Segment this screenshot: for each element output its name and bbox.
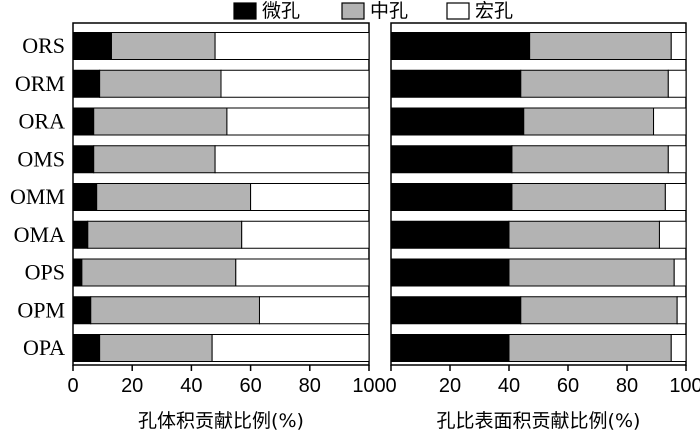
bar-segment-opa-1 — [508, 334, 672, 362]
bar-segment-opm-0 — [390, 296, 522, 325]
legend-label-2: 宏孔 — [475, 0, 513, 22]
bar-segment-oma-1 — [87, 220, 243, 249]
x-tick-label: 20 — [439, 375, 461, 397]
bar-segment-opa-1 — [99, 334, 213, 362]
bar-segment-opm-1 — [90, 296, 260, 325]
bar-segment-ops-2 — [673, 258, 687, 287]
bar-segment-oma-2 — [658, 220, 687, 249]
x-tick-label: 80 — [616, 375, 638, 397]
bar-segment-ors-1 — [110, 32, 216, 60]
bar-segment-orm-2 — [667, 69, 687, 98]
bar-segment-omm-1 — [511, 183, 666, 211]
legend-swatch-1 — [341, 2, 365, 20]
bar-segment-ors-1 — [529, 32, 672, 60]
bar-segment-oms-2 — [667, 145, 687, 174]
bar-segment-ora-1 — [523, 107, 655, 136]
bar-segment-oms-2 — [214, 145, 370, 174]
bar-segment-opa-2 — [670, 334, 687, 362]
x-axis-title: 孔比表面积贡献比例(%) — [437, 410, 641, 432]
bar-segment-ors-0 — [390, 32, 531, 60]
legend-swatch-2 — [446, 2, 470, 20]
bar-segment-ops-0 — [390, 258, 510, 287]
category-label: OMM — [10, 184, 65, 209]
bar-segment-ora-1 — [93, 107, 228, 136]
category-label: ORM — [15, 71, 65, 96]
x-axis-title: 孔体积贡献比例(%) — [138, 410, 304, 432]
bar-segment-opm-1 — [520, 296, 678, 325]
bar-segment-oma-0 — [72, 220, 89, 249]
x-tick-label: 40 — [498, 375, 520, 397]
bar-segment-opa-0 — [390, 334, 510, 362]
bar-segment-ops-0 — [72, 258, 83, 287]
bar-segment-oms-0 — [72, 145, 95, 174]
bar-segment-opm-0 — [72, 296, 92, 325]
bar-segment-orm-0 — [72, 69, 101, 98]
bar-segment-oms-0 — [390, 145, 513, 174]
bar-segment-oms-1 — [511, 145, 669, 174]
bar-segment-ors-2 — [670, 32, 687, 60]
x-tick-label: 60 — [557, 375, 579, 397]
bar-segment-oma-0 — [390, 220, 510, 249]
category-label: OMS — [17, 146, 65, 171]
category-label: ORA — [19, 109, 66, 134]
legend: 微孔 中孔 宏孔 — [233, 0, 513, 22]
category-label: OPA — [23, 335, 65, 360]
bar-segment-ops-1 — [81, 258, 237, 287]
bar-segment-omm-2 — [250, 183, 370, 211]
bar-segment-opa-2 — [211, 334, 370, 362]
bar-segment-ors-2 — [214, 32, 370, 60]
bar-segment-oma-2 — [241, 220, 370, 249]
bar-segment-orm-1 — [520, 69, 669, 98]
bar-segment-omm-0 — [390, 183, 513, 211]
bar-segment-orm-2 — [220, 69, 370, 98]
bar-segment-ora-0 — [390, 107, 525, 136]
bar-segment-opm-2 — [676, 296, 687, 325]
category-label: OMA — [14, 222, 65, 247]
bar-segment-ops-1 — [508, 258, 675, 287]
legend-label-1: 中孔 — [370, 0, 408, 22]
bar-segment-omm-1 — [96, 183, 252, 211]
x-tick-label: 100 — [669, 375, 700, 397]
x-tick-label: 0 — [67, 375, 78, 397]
x-tick-label: 100 — [352, 375, 385, 397]
category-label: OPM — [17, 297, 65, 322]
x-tick-label: 20 — [121, 375, 143, 397]
bar-segment-orm-0 — [390, 69, 522, 98]
x-tick-label: 40 — [180, 375, 202, 397]
x-tick-label: 80 — [299, 375, 321, 397]
x-tick-label: 60 — [239, 375, 261, 397]
bar-segment-ora-0 — [72, 107, 95, 136]
bar-segment-ors-0 — [72, 32, 112, 60]
legend-swatch-0 — [233, 2, 257, 20]
bar-segment-opa-0 — [72, 334, 101, 362]
bar-segment-omm-0 — [72, 183, 98, 211]
bar-segment-omm-2 — [664, 183, 687, 211]
x-tick-label: 0 — [385, 375, 396, 397]
category-label: ORS — [22, 33, 65, 58]
bar-segment-ora-2 — [226, 107, 370, 136]
bar-segment-orm-1 — [99, 69, 222, 98]
bar-segment-ora-2 — [653, 107, 687, 136]
bar-segment-oms-1 — [93, 145, 216, 174]
category-label: OPS — [25, 260, 65, 285]
bar-segment-opm-2 — [258, 296, 370, 325]
bar-segment-oma-1 — [508, 220, 660, 249]
panel-pore-surface-area: 0 20 40 60 80 100 孔比表面积贡献比例(%) — [385, 22, 700, 432]
bar-segment-ops-2 — [235, 258, 370, 287]
legend-label-0: 微孔 — [262, 0, 300, 22]
